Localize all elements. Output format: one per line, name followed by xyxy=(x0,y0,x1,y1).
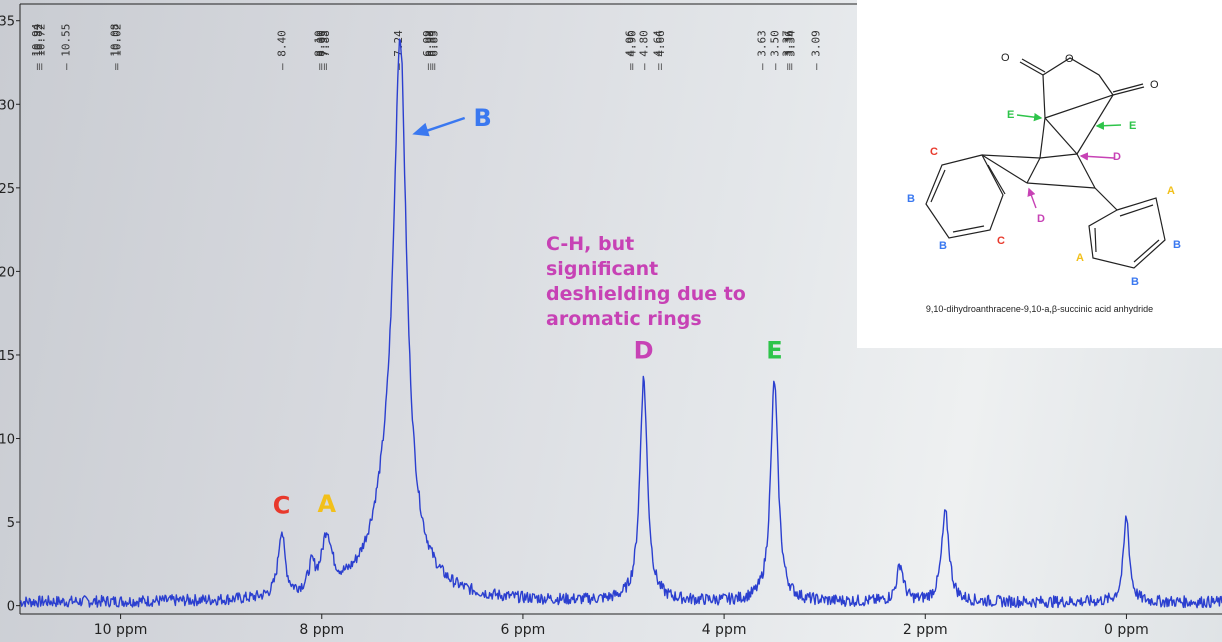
peak-pick-label: — 3.63 xyxy=(755,30,768,70)
y-tick-label: 10 xyxy=(0,433,15,448)
x-tick-label: 4 ppm xyxy=(702,622,747,638)
peak-pick-label: — 3.36 xyxy=(782,30,795,70)
oxygen-atom-label: O xyxy=(1001,52,1010,64)
oxygen-atom-label: O xyxy=(1065,53,1074,65)
proton-label-D: D xyxy=(1113,151,1121,163)
peak-pick-label: — 10.08 xyxy=(108,24,121,70)
proton-label-B: B xyxy=(1131,276,1139,288)
peak-pick-group: — 4.80 xyxy=(638,30,651,70)
deshielding-note: C-H, but significant deshielding due to … xyxy=(546,232,776,332)
peak-annotation-D: D xyxy=(634,336,654,364)
proton-label-B: B xyxy=(939,240,947,252)
peak-pick-group: — 8.10— 8.00— 7.95— 7.88 xyxy=(312,30,332,70)
peak-pick-label: — 6.85 xyxy=(428,30,441,70)
label-arrow xyxy=(1095,121,1122,130)
peak-pick-label: — 6.99 xyxy=(421,30,434,70)
annotation-arrow xyxy=(421,116,466,134)
peak-pick-label: — 10.55 xyxy=(59,24,72,70)
y-tick-label: 5 xyxy=(7,516,15,531)
peak-pick-label: — 4.90 xyxy=(626,30,639,70)
peak-pick-label: — 8.00 xyxy=(315,30,328,70)
x-tick-label: 10 ppm xyxy=(94,622,148,638)
proton-label-D: D xyxy=(1037,213,1045,225)
peak-pick-group: — 3.37— 3.36— 3.34 xyxy=(780,30,797,70)
peak-pick-label: — 10.02 xyxy=(111,24,124,70)
peak-pick-label: — 10.72 xyxy=(34,24,47,70)
peak-pick-group: — 10.08— 10.02 xyxy=(108,24,123,70)
axes xyxy=(19,3,1222,615)
y-tick-label: 0 xyxy=(7,600,15,615)
molecule-caption: 9,10-dihydroanthracene-9,10-a,β-succinic… xyxy=(925,304,1154,314)
proton-label-E: E xyxy=(1129,120,1136,132)
axis-ticks: 10 ppm 8 ppm 6 ppm 4 ppm 2 ppm 0 ppm 0 5 10 15 20 2… xyxy=(0,15,1149,638)
peak-pick-label: — 3.34 xyxy=(785,30,798,70)
peak-annotations: C A B D E xyxy=(273,104,783,520)
label-arrow xyxy=(1027,187,1037,209)
peak-annotation-C: C xyxy=(273,492,291,520)
molecule-structure-panel: O O O E E D D C C B B B B A A 9,10-dihyd… xyxy=(857,0,1222,348)
peak-pick-group: — 3.63 xyxy=(755,30,768,70)
peak-annotation-E: E xyxy=(766,336,782,364)
note-line: aromatic rings xyxy=(546,308,702,330)
proton-label-C: C xyxy=(930,146,938,158)
peak-pick-label: — 4.64 xyxy=(652,30,665,70)
peak-pick-label: — 8.40 xyxy=(276,30,289,70)
y-tick-label: 15 xyxy=(0,349,15,364)
oxygen-atom-label: O xyxy=(1150,79,1159,91)
note-line: significant xyxy=(546,258,659,280)
spectrum-trace xyxy=(19,38,1222,609)
x-tick-label: 6 ppm xyxy=(501,622,546,638)
peak-annotation-A: A xyxy=(317,490,336,518)
peak-pick-label: — 3.37 xyxy=(780,30,793,70)
peak-pick-label: — 7.95 xyxy=(317,30,330,70)
proton-label-E: E xyxy=(1007,109,1014,121)
x-tick-label: 0 ppm xyxy=(1104,622,1149,638)
label-arrow xyxy=(1079,152,1115,161)
peak-pick-label: — 7.88 xyxy=(319,30,332,70)
peak-pick-label: — 10.82 xyxy=(32,24,45,70)
peak-pick-group: — 8.40 xyxy=(276,30,289,70)
peak-pick-group: — 6.99— 6.93— 6.89— 6.85 xyxy=(421,30,441,70)
y-tick-label: 30 xyxy=(0,98,15,113)
proton-label-B: B xyxy=(1173,239,1181,251)
peak-pick-group: — 10.94— 10.82— 10.72 xyxy=(30,23,47,70)
proton-label-B: B xyxy=(907,193,915,205)
peak-pick-label: — 10.94 xyxy=(30,23,43,70)
peak-pick-group: — 3.50 xyxy=(768,30,781,70)
peak-pick-group: — 10.55 xyxy=(59,24,72,70)
molecule-bonds xyxy=(925,57,1166,269)
peak-pick-label: — 8.10 xyxy=(312,30,325,70)
peak-pick-label: — 6.93 xyxy=(423,30,436,70)
peak-pick-label: — 3.09 xyxy=(810,30,823,70)
peak-pick-labels: — 10.94— 10.82— 10.72— 10.55— 10.08— 10.… xyxy=(30,23,823,70)
peak-pick-group: — 3.09 xyxy=(810,30,823,70)
note-line: C-H, but xyxy=(546,233,635,255)
peak-pick-label: — 4.80 xyxy=(638,30,651,70)
proton-label-A: A xyxy=(1167,185,1175,197)
peak-pick-group: — 4.96— 4.90 xyxy=(623,30,638,70)
molecule-structure-diagram: O O O E E D D C C B B B B A A xyxy=(907,52,1181,288)
peak-pick-label: — 3.50 xyxy=(768,30,781,70)
note-line: deshielding due to xyxy=(546,283,746,305)
peak-pick-label: — 6.89 xyxy=(425,30,438,70)
proton-label-A: A xyxy=(1076,252,1084,264)
peak-pick-label: — 4.66 xyxy=(654,30,667,70)
x-tick-label: 8 ppm xyxy=(299,622,344,638)
y-tick-label: 20 xyxy=(0,265,15,280)
y-tick-label: 25 xyxy=(0,182,15,197)
peak-pick-label: — 4.96 xyxy=(623,30,636,70)
y-tick-label: 35 xyxy=(0,15,15,30)
x-tick-label: 2 ppm xyxy=(903,622,948,638)
annotation-arrowhead xyxy=(412,122,430,137)
proton-label-C: C xyxy=(997,235,1005,247)
label-arrow xyxy=(1016,112,1043,122)
peak-annotation-B: B xyxy=(474,104,492,132)
peak-pick-group: — 4.64— 4.66 xyxy=(652,30,667,70)
